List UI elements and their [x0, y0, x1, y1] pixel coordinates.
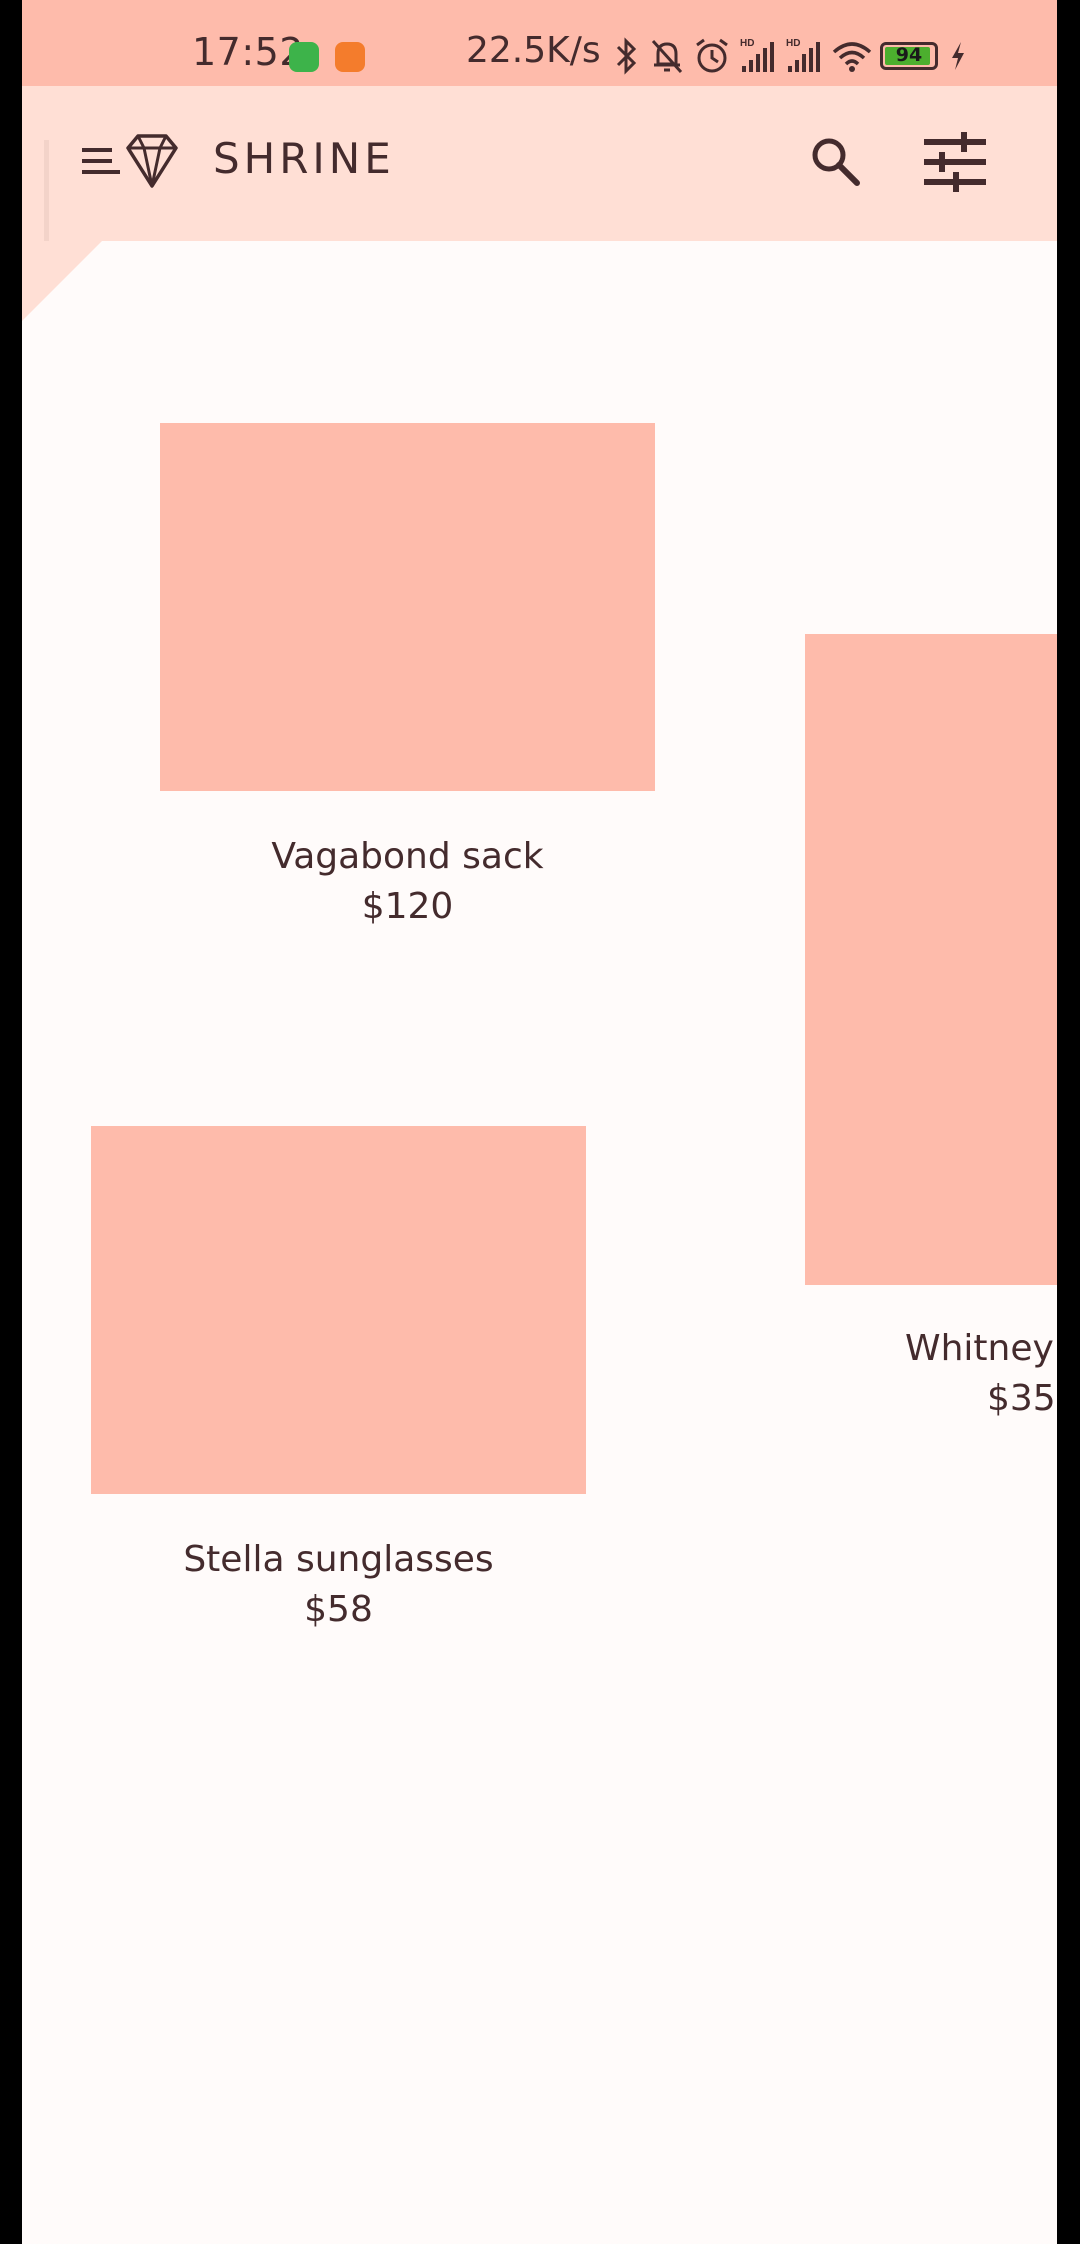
status-time: 17:52: [192, 30, 305, 74]
status-bar: 17:52 22.5K/s HD: [22, 0, 1057, 86]
diamond-logo-icon: [126, 134, 178, 188]
search-button[interactable]: [805, 131, 867, 193]
status-icons: HD HD 9: [612, 34, 974, 78]
product-image: [805, 634, 1057, 1285]
notification-app-icon: [289, 42, 319, 72]
battery-icon: 94: [880, 42, 938, 70]
signal-hd-icon: HD: [740, 38, 774, 72]
menu-button[interactable]: [80, 128, 190, 198]
product-name: Whitney: [905, 1328, 1054, 1369]
alarm-icon: [696, 38, 728, 73]
app-title: SHRINE: [213, 134, 395, 183]
screen: 17:52 22.5K/s HD: [22, 0, 1057, 2244]
filter-button[interactable]: [920, 128, 990, 198]
battery-fill: [885, 47, 931, 65]
svg-text:HD: HD: [740, 38, 754, 49]
product-name: Stella sunglasses: [183, 1539, 494, 1580]
svg-text:HD: HD: [786, 38, 800, 49]
product-image: [160, 423, 655, 791]
product-image: [91, 1126, 586, 1494]
app-bar: SHRINE: [22, 86, 1057, 241]
backdrop-edge: [44, 140, 49, 255]
signal-hd-icon: HD: [786, 38, 820, 72]
battery-level: 94: [895, 44, 923, 66]
product-price: $58: [304, 1589, 373, 1630]
tune-icon: [924, 132, 986, 192]
network-speed: 22.5K/s: [466, 30, 601, 71]
product-price: $120: [361, 886, 454, 927]
menu-icon: [82, 148, 120, 174]
mute-bell-icon: [651, 39, 683, 74]
bluetooth-icon: [616, 37, 637, 75]
product-name: Vagabond sack: [271, 836, 544, 877]
product-price: $35: [987, 1378, 1056, 1419]
wifi-icon: [832, 42, 872, 72]
screen-recorder-icon: [335, 42, 365, 72]
search-icon: [812, 138, 860, 186]
charging-icon: [952, 42, 964, 70]
